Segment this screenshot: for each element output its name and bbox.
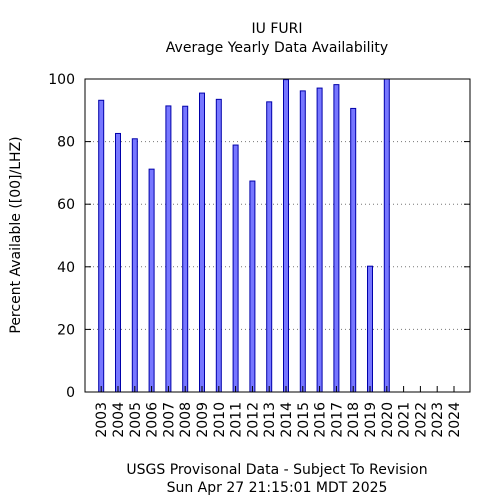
bar-2006 (148, 168, 155, 393)
y-tick-label: 40 (57, 260, 75, 276)
x-tick-label: 2005 (128, 402, 144, 438)
x-tick-label: 2010 (212, 402, 228, 438)
y-tick-label: 0 (66, 385, 75, 401)
x-tick-label: 2020 (380, 402, 396, 438)
x-tick-label: 2018 (346, 402, 362, 438)
x-tick-label: 2021 (397, 402, 413, 438)
bar-2004 (115, 132, 121, 393)
bar-2012 (249, 180, 256, 393)
x-tick-label: 2022 (413, 402, 429, 438)
x-tick-label: 2014 (279, 402, 295, 438)
footer-timestamp: Sun Apr 27 21:15:01 MDT 2025 (167, 480, 388, 496)
y-axis-ticks: 0 20 40 60 80 100 (48, 72, 470, 401)
bar-2020 (383, 78, 390, 393)
y-tick-label: 80 (57, 135, 75, 151)
bar-2015 (299, 90, 306, 393)
bars (98, 78, 390, 393)
x-tick-label: 2019 (363, 402, 379, 438)
x-tick-label: 2013 (262, 402, 278, 438)
x-tick-label: 2011 (229, 402, 245, 438)
bar-2007 (165, 105, 172, 393)
bar-2019 (367, 265, 373, 393)
x-tick-label: 2015 (296, 402, 312, 438)
x-tick-label: 2012 (245, 402, 261, 438)
x-tick-label: 2007 (161, 402, 177, 438)
chart-title: IU FURI (252, 21, 303, 37)
x-tick-label: 2016 (313, 402, 329, 438)
bar-2018 (350, 107, 357, 393)
bar-2008 (182, 105, 189, 393)
chart-subtitle: Average Yearly Data Availability (166, 40, 388, 56)
x-tick-label: 2004 (111, 402, 127, 438)
x-tick-label: 2006 (145, 402, 161, 438)
bar-2005 (131, 138, 138, 393)
grid-lines (85, 78, 470, 330)
y-tick-label: 60 (57, 197, 75, 213)
y-tick-label: 20 (57, 322, 75, 338)
x-tick-label: 2023 (430, 402, 446, 438)
bar-2014 (283, 79, 289, 393)
x-tick-label: 2009 (195, 402, 211, 438)
footer-disclaimer: USGS Provisonal Data - Subject To Revisi… (126, 462, 427, 478)
x-tick-label: 2008 (178, 402, 194, 438)
x-tick-label: 2003 (94, 402, 110, 438)
y-tick-label: 100 (48, 72, 75, 88)
bar-2010 (215, 98, 222, 393)
y-axis-label: Percent Available ([00]/LHZ) (8, 136, 24, 333)
plot-frame (84, 78, 471, 393)
bar-2009 (199, 92, 205, 393)
bar-2003 (98, 99, 105, 393)
bar-2016 (316, 87, 323, 393)
bar-2017 (333, 84, 340, 393)
bar-2013 (266, 101, 273, 393)
x-tick-label: 2017 (329, 402, 345, 438)
x-tick-label: 2024 (447, 402, 463, 438)
bar-2011 (232, 144, 239, 393)
x-axis-ticks: 2003 2004 2005 2006 2007 2008 2009 2010 2011 2012… (94, 386, 463, 438)
